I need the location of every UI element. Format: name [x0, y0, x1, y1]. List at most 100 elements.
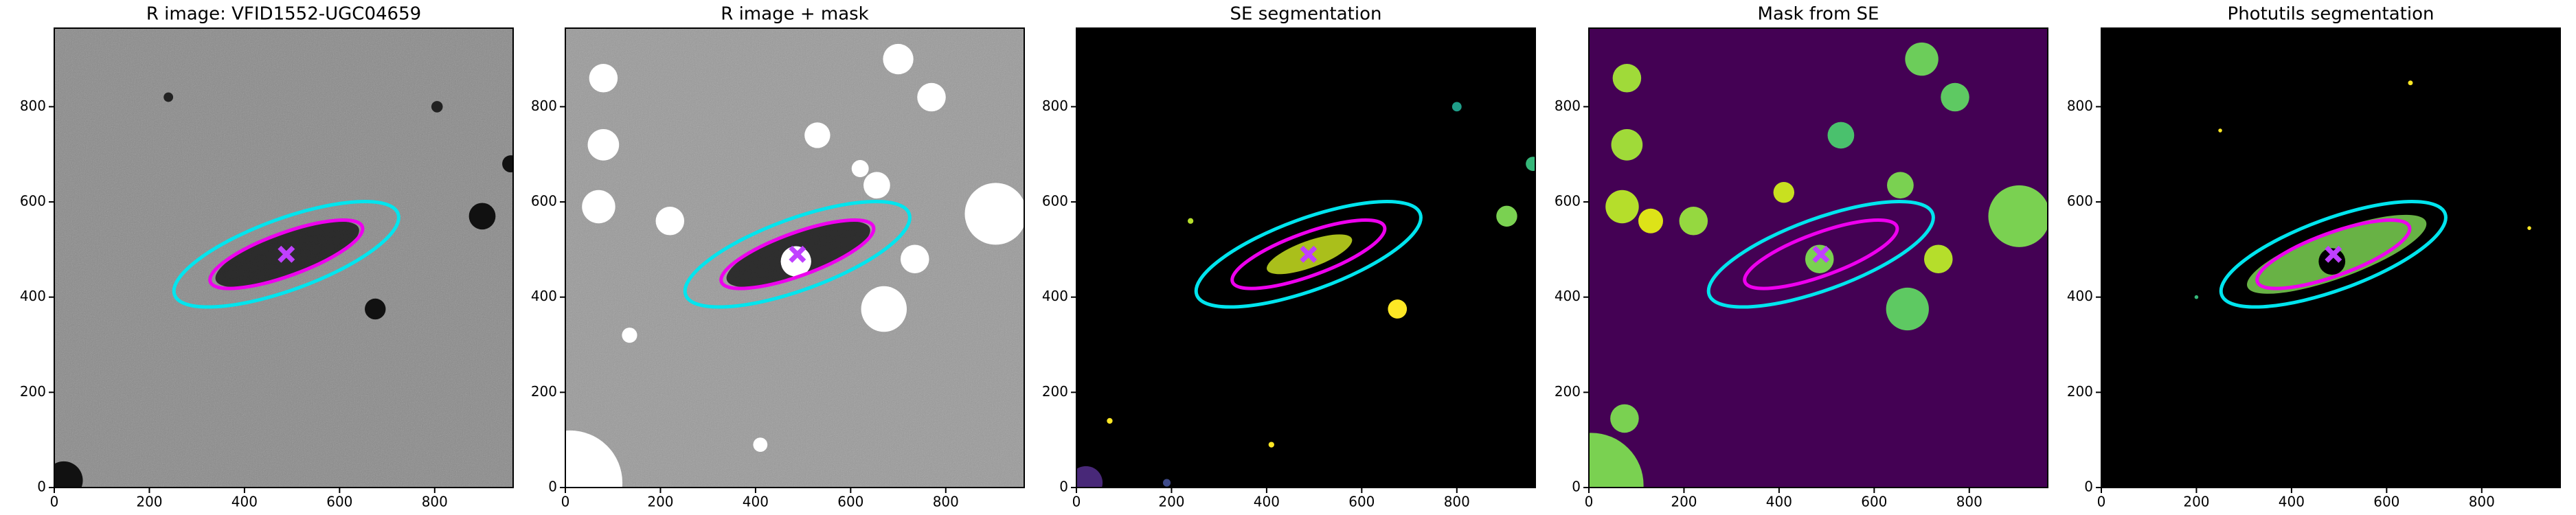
panel-title: Mask from SE [1758, 4, 1879, 25]
x-tick-label: 800 [933, 494, 959, 510]
mask-region [1638, 208, 1663, 233]
isophote-ellipse [1230, 218, 1387, 290]
mask-region [582, 190, 615, 224]
panel-title: R image: VFID1552-UGC04659 [146, 4, 421, 25]
mask-region [861, 286, 907, 332]
mask-region [1187, 218, 1194, 224]
center-marker [789, 245, 806, 263]
panel: R image: VFID1552-UGC04659 0 200 400 600 800 0… [20, 4, 514, 510]
mask-region [565, 430, 623, 488]
mask-region [851, 160, 869, 177]
y-tick-label: 400 [1042, 288, 1068, 304]
y-tick-label: 600 [1042, 193, 1068, 209]
y-tick-label: 400 [531, 288, 557, 304]
y-tick-label: 600 [531, 193, 557, 209]
mask-region [1886, 287, 1929, 331]
mask-region [365, 298, 386, 320]
x-tick-label: 400 [2279, 494, 2305, 510]
x-tick-label: 400 [1254, 494, 1280, 510]
image [565, 28, 1024, 488]
mask-region [1924, 244, 1953, 273]
x-tick-label: 0 [1072, 494, 1081, 510]
x-tick-label: 600 [326, 494, 352, 510]
panel: Photutils segmentation 0 200 400 600 800 0 200 4… [2067, 4, 2561, 510]
panel-title: Photutils segmentation [2228, 4, 2434, 25]
center-marker [2325, 245, 2342, 263]
y-tick-label: 800 [531, 98, 557, 114]
mask-region [1611, 129, 1643, 161]
mask-region [1496, 205, 1517, 227]
mask-region [1773, 181, 1795, 203]
center-marker [278, 245, 295, 263]
x-tick-label: 400 [743, 494, 769, 510]
mask-region [901, 244, 929, 273]
x-tick-label: 0 [561, 494, 570, 510]
isophote-ellipse [172, 200, 400, 309]
mask-region [1268, 442, 1274, 448]
x-tick-label: 400 [231, 494, 258, 510]
mask-region [589, 64, 618, 93]
y-tick-label: 0 [1572, 479, 1581, 495]
mask-region [863, 172, 890, 199]
isophote-ellipse [2255, 218, 2412, 290]
y-tick-label: 200 [20, 383, 46, 400]
y-tick-label: 0 [2084, 479, 2093, 495]
y-tick-label: 800 [1042, 98, 1068, 114]
mask-region [1388, 299, 1408, 319]
panel: R image + mask 0 200 400 600 800 0 200 400 600 800 [531, 4, 1025, 510]
mask-region [1612, 64, 1642, 93]
isophote-ellipse [208, 218, 365, 290]
mask-region [883, 43, 914, 75]
y-tick-label: 200 [2067, 383, 2093, 400]
mask-region [1988, 185, 2048, 247]
x-tick-label: 200 [2183, 494, 2209, 510]
mask-region [502, 155, 513, 173]
mask-region [163, 92, 174, 102]
image [1076, 28, 1535, 488]
mask-region [2408, 80, 2413, 86]
mask-region [622, 328, 637, 343]
mask-region [587, 129, 620, 161]
x-tick-label: 800 [2469, 494, 2495, 510]
x-tick-label: 0 [1585, 494, 1594, 510]
mask-region [468, 203, 496, 230]
mask-region [1610, 404, 1639, 433]
isophote-ellipse [1194, 200, 1423, 309]
x-tick-label: 200 [1158, 494, 1184, 510]
x-tick-label: 800 [1444, 494, 1470, 510]
mask-region [1526, 157, 1535, 171]
center-marker [1300, 245, 1318, 263]
x-tick-label: 600 [1348, 494, 1375, 510]
image [1589, 28, 2048, 488]
mask-region [2527, 226, 2531, 230]
panel-title: SE segmentation [1230, 4, 1382, 25]
isophote-ellipse [1743, 218, 1899, 290]
mask-region [1451, 102, 1462, 112]
mask-region [2218, 128, 2222, 133]
mask-region [1107, 417, 1113, 424]
y-tick-label: 600 [2067, 193, 2093, 209]
mask-region [1162, 479, 1171, 487]
y-tick-label: 600 [20, 193, 46, 209]
panel-title: R image + mask [721, 4, 869, 25]
mask-region [804, 122, 831, 148]
y-tick-label: 200 [1555, 383, 1581, 400]
mask-region [780, 246, 811, 277]
mask-region [2318, 248, 2346, 275]
x-tick-label: 200 [647, 494, 673, 510]
mask-region [1605, 190, 1639, 224]
image [2101, 28, 2560, 488]
x-tick-label: 400 [1766, 494, 1792, 510]
y-tick-label: 200 [531, 383, 557, 400]
x-tick-label: 600 [837, 494, 863, 510]
isophote-ellipse [2219, 200, 2448, 309]
x-tick-label: 600 [1861, 494, 1887, 510]
mask-region [1589, 433, 1644, 488]
mask-region [1827, 122, 1855, 149]
y-tick-label: 0 [37, 479, 46, 495]
mask-region [964, 183, 1024, 245]
y-tick-label: 0 [1059, 479, 1068, 495]
isophote-ellipse [1706, 200, 1935, 309]
mask-region [1076, 466, 1103, 488]
y-tick-label: 800 [2067, 98, 2093, 114]
